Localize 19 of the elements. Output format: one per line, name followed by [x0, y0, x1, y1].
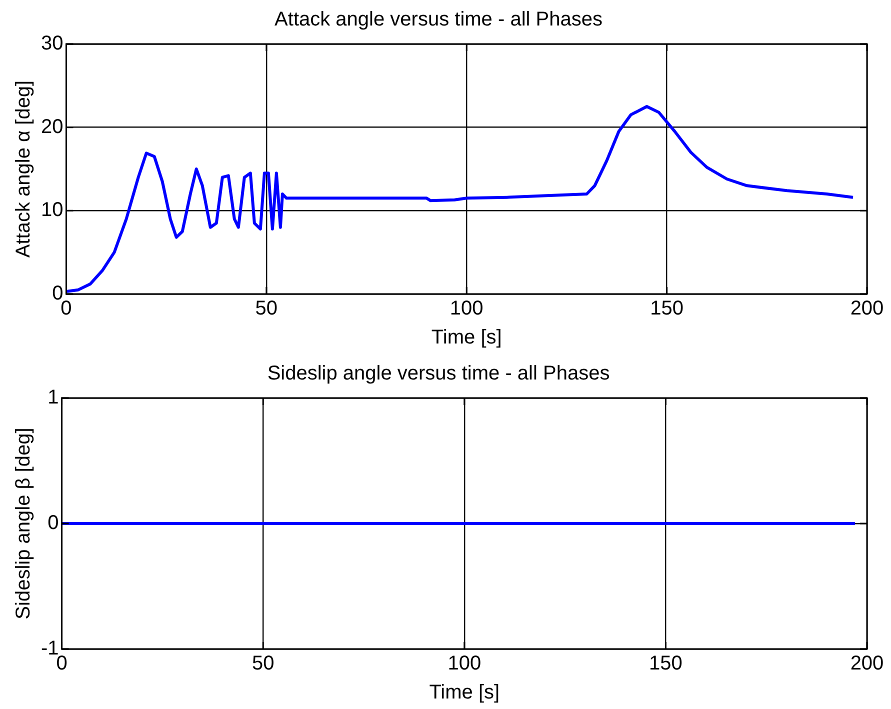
x-tick-label: 200 — [850, 652, 884, 675]
y-tick-label: 30 — [40, 32, 64, 55]
chart-title: Sideslip angle versus time - all Phases — [267, 362, 610, 385]
y-axis-title: Sideslip angle β [deg] — [12, 428, 35, 620]
chart-title: Attack angle versus time - all Phases — [274, 8, 602, 31]
x-tick-label: 200 — [850, 298, 884, 320]
y-tick-label: 10 — [40, 199, 64, 222]
x-tick-label: 150 — [649, 652, 682, 675]
x-tick-label: 150 — [650, 298, 684, 320]
y-tick-label: 0 — [48, 512, 59, 534]
x-axis-title: Time [s] — [431, 326, 502, 349]
y-tick-label: 20 — [40, 116, 64, 138]
x-tick-label: 50 — [255, 298, 278, 320]
x-axis-title: Time [s] — [429, 682, 500, 704]
x-tick-label: 100 — [448, 652, 482, 675]
y-axis-title: Attack angle α [deg] — [12, 80, 35, 258]
x-tick-label: 100 — [450, 298, 484, 320]
x-tick-label: 50 — [252, 652, 274, 675]
y-tick-label: 1 — [48, 386, 59, 409]
